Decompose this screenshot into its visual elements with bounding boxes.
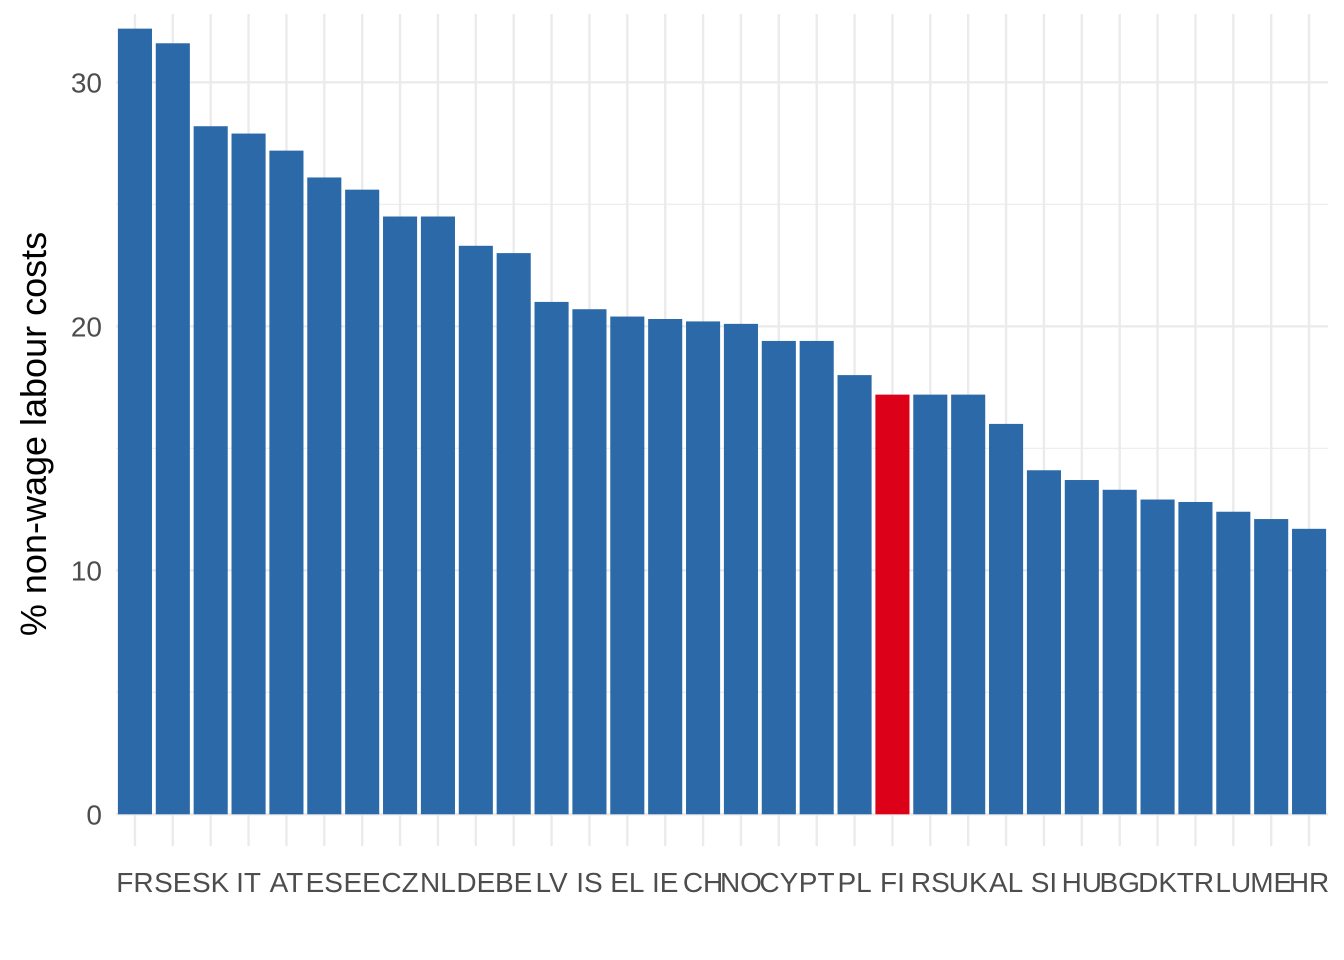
x-tick-label: EE (344, 867, 381, 898)
x-tick-label: DE (456, 867, 495, 898)
bar-ch (686, 321, 721, 815)
x-tick-label: PT (799, 867, 835, 898)
x-tick-label: SK (192, 867, 230, 898)
bar-al (989, 423, 1024, 815)
bar-is (572, 309, 607, 815)
bar-dk (1140, 499, 1175, 815)
x-tick-label: RS (911, 867, 950, 898)
bar-rs (913, 394, 948, 815)
y-tick-label: 10 (71, 555, 102, 586)
x-tick-label: CZ (381, 867, 418, 898)
bar-uk (951, 394, 986, 815)
bar-cz (383, 216, 418, 815)
x-tick-label: PL (837, 867, 871, 898)
x-tick-label: IT (236, 867, 261, 898)
x-tick-label: NO (720, 867, 762, 898)
x-tick-label: IS (576, 867, 602, 898)
x-tick-label: DK (1138, 867, 1177, 898)
bar-hr (1292, 528, 1327, 815)
bar-be (496, 253, 531, 815)
bar-cy (761, 340, 796, 815)
x-tick-label: AL (989, 867, 1023, 898)
x-tick-label: ES (306, 867, 343, 898)
x-tick-label: LU (1215, 867, 1251, 898)
x-tick-label: FI (880, 867, 905, 898)
bar-bg (1102, 489, 1137, 815)
bar-lu (1216, 511, 1251, 815)
bar-no (723, 323, 758, 815)
x-tick-label: CY (759, 867, 798, 898)
x-tick-label: ME (1250, 867, 1292, 898)
bar-es (307, 177, 342, 815)
x-tick-label: HU (1062, 867, 1102, 898)
x-tick-label: LV (535, 867, 567, 898)
y-tick-label: 0 (86, 799, 102, 830)
bar-it (231, 133, 266, 815)
bar-se (155, 43, 190, 815)
bar-si (1026, 470, 1061, 815)
x-tick-label: UK (949, 867, 988, 898)
x-tick-label: NL (420, 867, 456, 898)
y-tick-label: 30 (71, 67, 102, 98)
bar-fr (117, 28, 152, 815)
bar-ie (648, 318, 683, 815)
bar-at (269, 150, 304, 815)
bar-tr (1178, 501, 1213, 815)
bar-ee (345, 189, 380, 815)
y-tick-label: 20 (71, 311, 102, 342)
bar-sk (193, 126, 228, 815)
bar-el (610, 316, 645, 815)
x-tick-label: BG (1099, 867, 1139, 898)
bar-de (458, 245, 493, 815)
bar-pl (837, 375, 872, 815)
bar-hu (1064, 480, 1099, 815)
y-tick-labels: 0 10 20 30 (71, 67, 102, 830)
bar-lv (534, 301, 569, 815)
x-tick-label: TR (1177, 867, 1214, 898)
x-tick-label: SE (154, 867, 191, 898)
x-tick-label: CH (683, 867, 723, 898)
x-tick-label: HR (1289, 867, 1329, 898)
x-tick-label: BE (495, 867, 532, 898)
x-tick-label: FR (116, 867, 153, 898)
x-tick-label: EL (610, 867, 644, 898)
x-tick-label: SI (1031, 867, 1057, 898)
bar-pt (799, 340, 834, 815)
y-axis-title: % non-wage labour costs (13, 232, 54, 636)
bar-fi (875, 394, 910, 815)
bar-nl (420, 216, 455, 815)
bars (117, 28, 1327, 815)
bar-me (1254, 519, 1289, 815)
x-tick-label: IE (652, 867, 678, 898)
x-tick-label: AT (270, 867, 304, 898)
